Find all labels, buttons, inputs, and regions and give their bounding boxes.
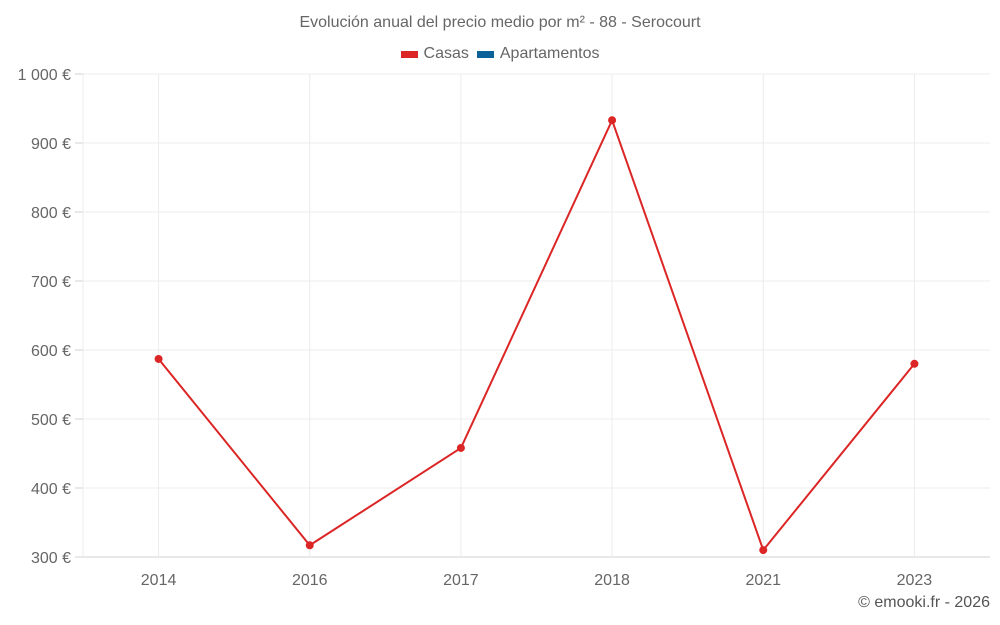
- series-line-casas: [157, 117, 916, 553]
- data-point: [910, 359, 919, 368]
- y-axis-tick-label: 1 000 €: [18, 67, 71, 84]
- legend-item-apartamentos[interactable]: Apartamentos: [476, 45, 600, 63]
- chart-title: Evolución anual del precio medio por m² …: [299, 14, 701, 31]
- legend-swatch-apartamentos: [476, 50, 494, 58]
- x-axis-tick-label: 2023: [897, 572, 933, 589]
- chart-legend: Casas Apartamentos: [0, 45, 1000, 63]
- y-axis-tick-label: 400 €: [31, 481, 71, 498]
- x-axis-tick-label: 2021: [745, 572, 781, 589]
- data-point: [154, 354, 163, 363]
- y-axis-tick-label: 800 €: [31, 205, 71, 222]
- legend-label-apartamentos: Apartamentos: [499, 45, 600, 62]
- y-axis-tick-label: 300 €: [31, 550, 71, 567]
- data-point: [608, 116, 617, 125]
- x-axis-tick-label: 2017: [443, 572, 479, 589]
- x-axis-tick-label: 2014: [141, 572, 177, 589]
- legend-label-casas: Casas: [423, 45, 469, 62]
- credit-text: © emooki.fr - 2026: [858, 594, 990, 611]
- data-point: [305, 541, 314, 550]
- y-axis-tick-label: 600 €: [31, 343, 71, 360]
- y-axis-tick-label: 900 €: [31, 136, 71, 153]
- x-axis-tick-label: 2016: [292, 572, 328, 589]
- y-axis-tick-label: 700 €: [31, 274, 71, 291]
- y-axis-tick-label: 500 €: [31, 412, 71, 429]
- data-point: [456, 443, 465, 452]
- data-point: [759, 546, 768, 555]
- legend-item-casas[interactable]: Casas: [400, 45, 469, 63]
- legend-swatch-casas: [400, 50, 418, 58]
- x-axis-tick-label: 2018: [594, 572, 630, 589]
